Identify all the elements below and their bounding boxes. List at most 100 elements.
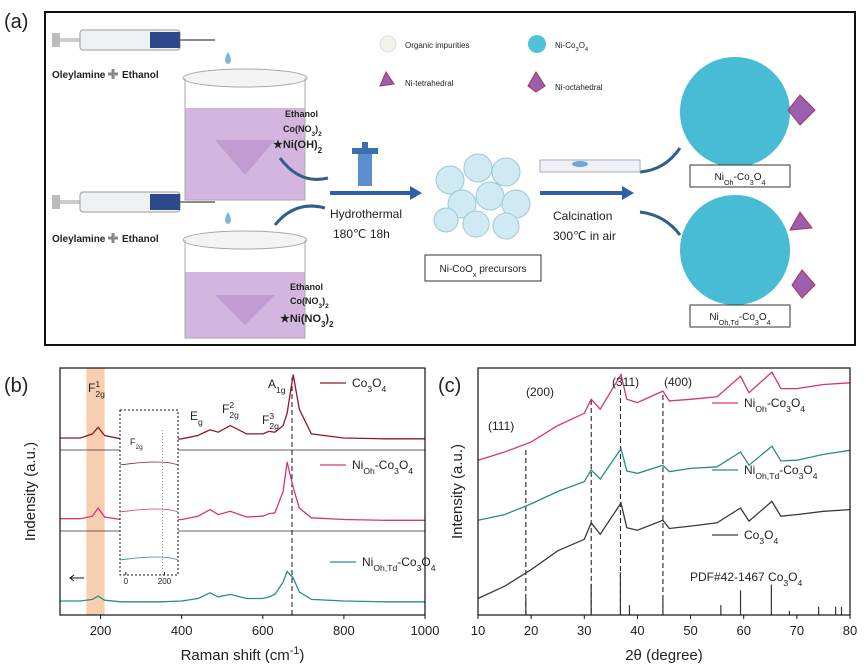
panel-a-art <box>44 11 856 346</box>
panel-label: (c) <box>438 375 461 397</box>
x-axis-label: Raman shift (cm-1) <box>181 645 305 664</box>
additive: Ethanol <box>285 109 318 119</box>
inset-curve <box>119 461 179 466</box>
spectrum <box>60 374 425 441</box>
spectrum <box>477 371 851 461</box>
product-label: NiOh-Co3O4 <box>715 172 766 187</box>
arrow-head <box>410 186 422 200</box>
additive: ★Ni(OH)2 <box>273 139 323 155</box>
x-tick-label: 60 <box>736 623 750 638</box>
syringe <box>52 191 215 213</box>
spectrum <box>477 445 851 521</box>
syringe <box>52 29 215 51</box>
legend-label: NiOh,Td-Co3O4 <box>362 555 436 573</box>
arrow <box>278 157 329 181</box>
y-axis-label: Indensity (a.u.) <box>22 442 39 541</box>
x-tick-label: 40 <box>630 623 644 638</box>
x-tick-label: 50 <box>683 623 697 638</box>
arrow <box>639 210 682 236</box>
x-tick-label: 400 <box>171 623 193 638</box>
step-label: Hydrothermal <box>330 207 402 221</box>
legend-label: NiOh-Co3O4 <box>352 458 413 476</box>
plus <box>108 233 118 243</box>
octahedron <box>787 94 816 126</box>
peak-label: (200) <box>526 385 554 399</box>
spectrum <box>477 500 851 600</box>
x-tick-label: 80 <box>843 623 857 638</box>
x-tick-label: 1000 <box>411 623 440 638</box>
beaker <box>182 68 308 201</box>
step-label: 180℃ 18h <box>333 227 390 241</box>
legend-label: Ni-octahedral <box>555 83 603 92</box>
y-axis-label: Intensity (a.u.) <box>449 444 466 539</box>
additive: Co(NO3)2 <box>283 124 322 138</box>
legend-label: NiOh,Td-Co3O4 <box>744 463 818 481</box>
precursor-spheres <box>433 153 531 240</box>
drop <box>225 52 231 64</box>
inset-tick-label: 200 <box>158 577 172 586</box>
peak-label: (111) <box>488 419 514 433</box>
x-tick-label: 200 <box>90 623 112 638</box>
x-tick-label: 600 <box>252 623 274 638</box>
reference-label: PDF#42-1467 Co3O4 <box>690 570 803 588</box>
legend-icon <box>528 35 546 53</box>
step-label: 300℃ in air <box>553 229 616 243</box>
legend-label: Co3O4 <box>744 528 778 546</box>
additive: Co(NO3)2 <box>290 296 329 310</box>
beaker <box>182 230 308 339</box>
x-tick-label: 800 <box>333 623 355 638</box>
inset-tick-label: 0 <box>124 577 129 586</box>
product-sphere <box>680 195 790 305</box>
inset-frame <box>119 409 179 576</box>
panel-label: (b) <box>4 375 28 397</box>
x-axis-label: 2θ (degree) <box>625 647 703 664</box>
reagent: Ethanol <box>122 70 159 81</box>
inset-curve <box>119 508 179 513</box>
precursor-label: Ni-CoOx precursors <box>440 264 527 279</box>
peak-label: (311) <box>612 375 639 389</box>
product-sphere <box>680 57 790 167</box>
legend-label: Ni-Co3O4 <box>555 41 589 53</box>
plot-frame <box>59 367 426 616</box>
inset-label: F2g <box>130 437 143 451</box>
x-tick-label: 10 <box>471 623 485 638</box>
peak-label: (400) <box>664 375 692 389</box>
peak-label: F2 2g <box>222 400 239 420</box>
legend-label: Ni-tetrahedral <box>405 79 454 88</box>
panel-a-frame <box>44 11 856 346</box>
octahedron <box>791 269 816 299</box>
reagent: Ethanol <box>122 234 159 245</box>
spectrum <box>60 570 425 603</box>
product-label: NiOh,Td-Co3O4 <box>709 312 770 327</box>
additive: ★Ni(NO3)2 <box>280 313 334 329</box>
plus <box>108 69 118 79</box>
plot-frame <box>477 367 851 616</box>
tube <box>539 159 641 173</box>
legend-label: Co3O4 <box>352 376 386 394</box>
peak-label: Eg <box>190 409 203 427</box>
peak-label: F3 2g <box>262 411 279 431</box>
panel-label: (a) <box>4 11 28 33</box>
inset-curve <box>119 556 179 561</box>
legend-icon <box>527 71 546 93</box>
arrow-head <box>622 186 634 200</box>
arrow <box>273 204 326 226</box>
reagent: Oleylamine <box>52 70 106 81</box>
arrow <box>639 147 682 174</box>
precursor-box <box>424 254 542 282</box>
highlight-band <box>86 368 105 615</box>
drop <box>225 212 231 224</box>
reagent: Oleylamine <box>52 234 106 245</box>
spectrum <box>60 461 425 521</box>
x-tick-label: 20 <box>524 623 538 638</box>
product-box <box>689 304 791 328</box>
legend-icon <box>379 35 397 53</box>
tetrahedron <box>789 211 813 231</box>
legend-label: NiOh-Co3O4 <box>744 396 805 414</box>
legend-label: Organic impurities <box>405 41 469 50</box>
additive: Ethanol <box>290 282 323 292</box>
step-label: Calcination <box>553 209 612 223</box>
x-tick-label: 70 <box>790 623 804 638</box>
x-tick-label: 30 <box>577 623 591 638</box>
